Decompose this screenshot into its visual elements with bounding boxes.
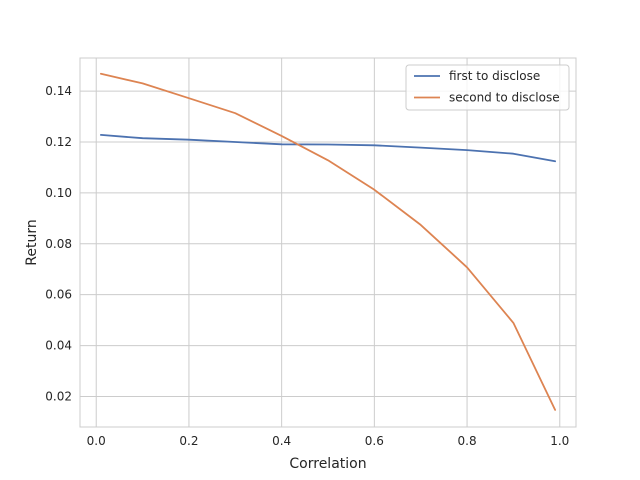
y-axis-label: Return	[24, 219, 40, 265]
y-tick-label: 0.10	[45, 186, 72, 200]
series-layer	[100, 72, 556, 411]
legend-label-2: second to disclose	[449, 91, 560, 105]
series-line-2	[100, 72, 556, 411]
y-tick-label: 0.04	[45, 339, 72, 353]
x-axis-ticks: 0.0 0.2 0.4 0.6 0.8 1.0	[87, 434, 570, 448]
x-tick-label: 0.6	[365, 434, 384, 448]
y-tick-label: 0.06	[45, 288, 72, 302]
grid	[80, 58, 576, 427]
legend-box	[405, 64, 570, 111]
plot-area-frame	[79, 57, 577, 428]
x-tick-label: 0.8	[458, 434, 477, 448]
x-tick-label: 0.2	[179, 434, 198, 448]
y-axis-ticks: 0.02 0.04 0.06 0.08 0.10 0.12 0.14	[45, 84, 72, 403]
x-axis-label: Correlation	[289, 456, 366, 472]
y-tick-label: 0.02	[45, 389, 72, 403]
y-tick-label: 0.14	[45, 84, 72, 98]
legend: first to disclose second to disclose	[405, 64, 570, 111]
legend-label-1: first to disclose	[449, 69, 540, 83]
y-tick-label: 0.12	[45, 135, 72, 149]
y-tick-label: 0.08	[45, 237, 72, 251]
x-tick-label: 0.4	[272, 434, 291, 448]
x-tick-label: 1.0	[550, 434, 569, 448]
x-tick-label: 0.0	[87, 434, 106, 448]
series-line-1	[100, 133, 556, 163]
